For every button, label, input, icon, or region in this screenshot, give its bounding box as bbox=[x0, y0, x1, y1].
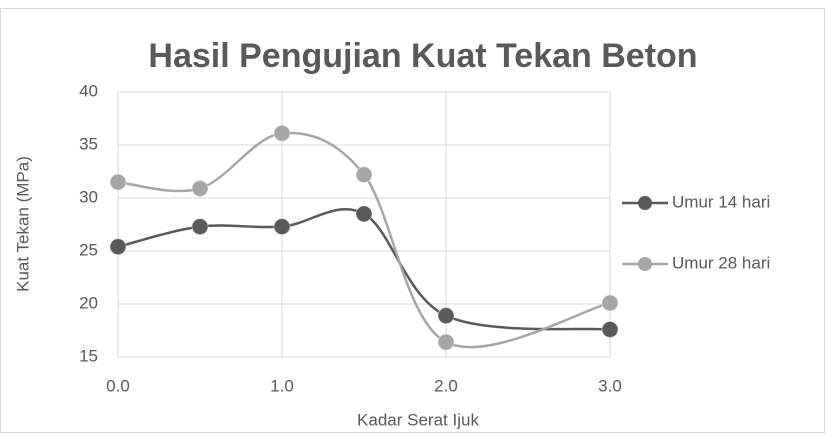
legend-label: Umur 28 hari bbox=[672, 253, 770, 272]
y-tick-label: 25 bbox=[79, 240, 98, 259]
x-tick-label: 2.0 bbox=[434, 376, 458, 395]
y-axis-label: Kuat Tekan (MPa) bbox=[13, 156, 32, 292]
data-point bbox=[191, 179, 209, 197]
y-tick-label: 15 bbox=[79, 346, 98, 365]
data-point bbox=[109, 173, 127, 191]
legend-marker bbox=[638, 257, 652, 271]
data-point bbox=[601, 320, 619, 338]
data-point bbox=[191, 218, 209, 236]
legend-label: Umur 14 hari bbox=[672, 192, 770, 211]
y-tick-label: 20 bbox=[79, 293, 98, 312]
legend-marker bbox=[638, 196, 652, 210]
data-point bbox=[273, 124, 291, 142]
data-point bbox=[355, 205, 373, 223]
chart-title: Hasil Pengujian Kuat Tekan Beton bbox=[148, 37, 697, 75]
x-tick-label: 3.0 bbox=[598, 376, 622, 395]
y-tick-label: 40 bbox=[79, 81, 98, 100]
x-axis-label: Kadar Serat Ijuk bbox=[357, 410, 479, 429]
x-tick-label: 1.0 bbox=[270, 376, 294, 395]
data-point bbox=[601, 294, 619, 312]
y-tick-label: 35 bbox=[79, 134, 98, 153]
data-point bbox=[355, 166, 373, 184]
data-point bbox=[437, 333, 455, 351]
data-point bbox=[437, 307, 455, 325]
y-tick-label: 30 bbox=[79, 187, 98, 206]
chart-border bbox=[0, 8, 825, 433]
x-tick-label: 0.0 bbox=[106, 376, 130, 395]
data-point bbox=[109, 238, 127, 256]
data-point bbox=[273, 218, 291, 236]
